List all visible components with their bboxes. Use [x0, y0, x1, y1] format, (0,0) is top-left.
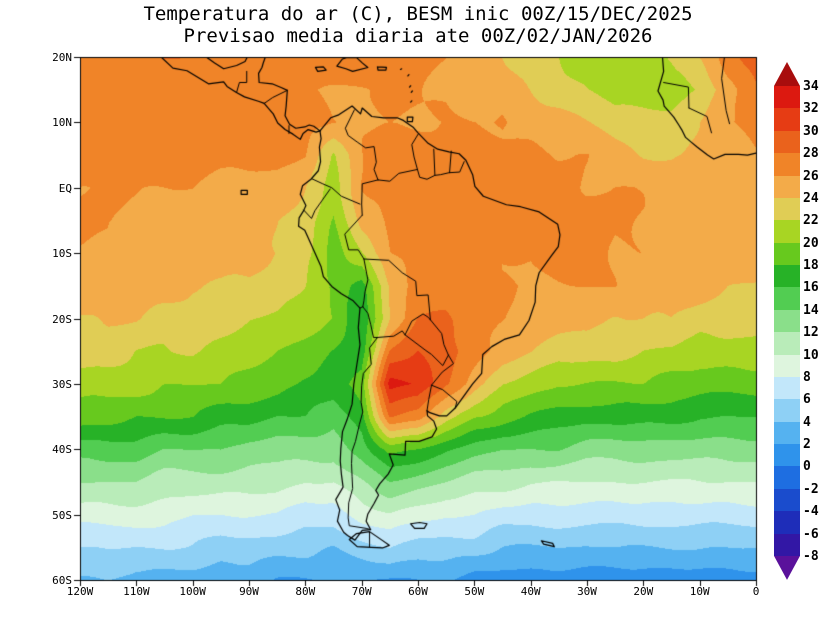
colorbar-segment: [774, 287, 800, 310]
lat-tick-label: 30S: [52, 377, 72, 391]
colorbar-segment: [774, 130, 800, 154]
colorbar-tick-label: -4: [803, 504, 819, 520]
lat-tick-label: 60S: [52, 574, 72, 587]
lon-tick-label: 20W: [633, 585, 654, 598]
colorbar-tick-label: 10: [803, 347, 819, 363]
colorbar-segment: [774, 399, 800, 422]
colorbar-segment: [774, 354, 800, 377]
lat-tick-label: 10N: [52, 116, 72, 130]
colorbar-segment: [774, 488, 800, 512]
lon-tick-label: 120W: [66, 585, 94, 598]
lon-tick-label: 100W: [179, 585, 206, 598]
colorbar-tick-label: 0: [803, 459, 811, 475]
colorbar-segment: [774, 153, 800, 176]
lat-tick-label: 20S: [52, 312, 72, 326]
colorbar-segment: [774, 265, 800, 288]
colorbar-segment: [774, 220, 800, 243]
colorbar-tick-label: -8: [803, 549, 819, 564]
colorbar-segment: [774, 86, 800, 109]
colorbar-tick-label: 22: [803, 213, 819, 229]
colorbar-under-range-triangle: [774, 555, 800, 580]
colorbar: [774, 62, 800, 580]
colorbar-tick-label: -2: [803, 481, 819, 497]
lat-tick-label: 20N: [52, 51, 72, 64]
colorbar-tick-label: 6: [803, 392, 811, 408]
colorbar-segment: [774, 332, 800, 355]
lat-tick-label: 50S: [52, 508, 72, 522]
colorbar-segment: [774, 466, 800, 489]
lon-tick-label: 70W: [351, 585, 372, 598]
colorbar-over-range-triangle: [774, 62, 800, 86]
colorbar-tick-label: 4: [803, 414, 811, 430]
latitude-axis-labels: 20N 10N EQ 10S 20S 30S 40S 50S 60S: [28, 0, 72, 637]
lon-tick-label: 60W: [408, 585, 428, 598]
colorbar-segment: [774, 242, 800, 265]
colorbar-segment: [774, 197, 800, 221]
colorbar-segment: [774, 421, 800, 444]
colorbar-segment: [774, 511, 800, 534]
colorbar-segment: [774, 533, 800, 556]
colorbar-tick-label: 24: [803, 190, 819, 206]
lon-tick-label: 0: [752, 585, 760, 598]
colorbar-segment: [774, 376, 800, 400]
colorbar-tick-label: 18: [803, 258, 819, 274]
colorbar-tick-label: 8: [803, 369, 811, 385]
lat-tick-label: 40S: [52, 443, 72, 457]
colorbar-tick-label: 14: [803, 302, 819, 318]
colorbar-tick-label: 20: [803, 235, 819, 251]
lon-tick-label: 50W: [464, 585, 485, 598]
colorbar-tick-label: 12: [803, 325, 819, 341]
colorbar-segment: [774, 175, 800, 198]
colorbar-tick-label: 30: [803, 123, 819, 139]
lat-tick-label: EQ: [58, 181, 72, 195]
colorbar-segment: [774, 444, 800, 467]
lon-tick-label: 80W: [295, 585, 316, 598]
colorbar-tick-label: 28: [803, 146, 819, 162]
colorbar-tick-label: 2: [803, 437, 811, 453]
lon-tick-label: 40W: [520, 585, 541, 598]
colorbar-tick-label: 16: [803, 280, 819, 296]
colorbar-labels: 34 32 30 28 26 24 22 20 18 16 14 12 10 8 6 4 2 0 -2 -4 -6 -8: [803, 0, 825, 637]
lon-tick-label: 10W: [689, 585, 710, 598]
colorbar-tick-label: 32: [803, 101, 819, 117]
lat-tick-label: 10S: [52, 247, 72, 261]
colorbar-segment: [774, 309, 800, 333]
colorbar-segment: [774, 108, 800, 131]
colorbar-tick-label: -6: [803, 526, 819, 542]
lon-tick-label: 30W: [577, 585, 597, 598]
colorbar-tick-label: 34: [803, 79, 819, 94]
colorbar-tick-label: 26: [803, 168, 819, 184]
lon-tick-label: 110W: [123, 585, 150, 598]
lon-tick-label: 90W: [239, 585, 259, 598]
